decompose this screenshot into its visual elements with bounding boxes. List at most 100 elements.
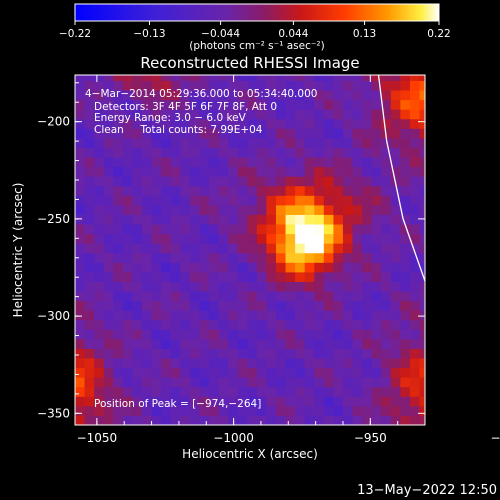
heatmap-cell bbox=[75, 396, 86, 407]
heatmap-cell bbox=[342, 166, 354, 177]
heatmap-cell bbox=[189, 195, 200, 206]
heatmap-cell bbox=[189, 166, 200, 177]
heatmap-cell bbox=[314, 147, 325, 158]
heatmap-cell bbox=[170, 271, 181, 282]
heatmap-cell bbox=[228, 262, 239, 273]
heatmap-cell bbox=[141, 128, 153, 139]
heatmap-cell bbox=[295, 147, 306, 158]
heatmap-cell bbox=[151, 319, 162, 330]
heatmap-cell bbox=[352, 377, 363, 388]
heatmap-cell bbox=[390, 224, 401, 235]
heatmap-cell bbox=[141, 377, 153, 388]
heatmap-cell bbox=[400, 271, 411, 282]
heatmap-cell bbox=[304, 367, 315, 378]
heatmap-cell bbox=[247, 176, 258, 187]
heatmap-cell bbox=[419, 147, 425, 158]
y-tick-label: −250 bbox=[37, 212, 70, 226]
heatmap-cell bbox=[103, 386, 114, 397]
heatmap-cell bbox=[84, 147, 95, 158]
heatmap-cell bbox=[141, 367, 153, 378]
x-tick-label: −1050 bbox=[77, 431, 118, 445]
heatmap-cell bbox=[371, 128, 382, 139]
heatmap-cell bbox=[390, 176, 401, 187]
heatmap-cell bbox=[285, 224, 296, 235]
heatmap-cell bbox=[218, 262, 229, 273]
heatmap-cell bbox=[199, 291, 210, 302]
heatmap-cell bbox=[103, 281, 114, 292]
heatmap-cell bbox=[237, 195, 248, 206]
heatmap-cell bbox=[342, 137, 354, 148]
heatmap-cell bbox=[342, 80, 354, 91]
heatmap-cell bbox=[113, 377, 124, 388]
heatmap-cell bbox=[266, 195, 277, 206]
heatmap-cell bbox=[304, 300, 315, 311]
heatmap-cell bbox=[161, 329, 172, 340]
heatmap-cell bbox=[400, 396, 411, 407]
heatmap-cell bbox=[189, 176, 200, 187]
heatmap-cell bbox=[84, 109, 95, 120]
heatmap-cell bbox=[381, 204, 392, 215]
heatmap-cell bbox=[228, 128, 239, 139]
heatmap-cell bbox=[285, 377, 296, 388]
heatmap-cell bbox=[256, 262, 267, 273]
heatmap-cell bbox=[304, 358, 315, 369]
heatmap-cell bbox=[84, 224, 95, 235]
heatmap-cell bbox=[362, 176, 373, 187]
heatmap-cell bbox=[228, 204, 239, 215]
heatmap-cell bbox=[352, 358, 363, 369]
heatmap-cell bbox=[409, 348, 421, 359]
heatmap-cell bbox=[371, 358, 382, 369]
heatmap-cell bbox=[371, 195, 382, 206]
heatmap-cell bbox=[141, 233, 153, 244]
heatmap-cell bbox=[390, 75, 401, 81]
heatmap-cell bbox=[371, 348, 382, 359]
heatmap-cell bbox=[256, 358, 267, 369]
heatmap-cell bbox=[113, 310, 124, 321]
heatmap-cell bbox=[266, 224, 277, 235]
heatmap-cell bbox=[352, 415, 363, 425]
heatmap-cell bbox=[333, 80, 344, 91]
heatmap-cell bbox=[84, 185, 95, 196]
heatmap-cell bbox=[84, 386, 95, 397]
heatmap-cell bbox=[314, 367, 325, 378]
heatmap-cell bbox=[371, 137, 382, 148]
heatmap-cell bbox=[208, 99, 220, 110]
heatmap-cell bbox=[199, 137, 210, 148]
heatmap-cell bbox=[237, 262, 248, 273]
heatmap-cell bbox=[189, 90, 200, 101]
heatmap-cell bbox=[362, 90, 373, 101]
heatmap-cell bbox=[266, 300, 277, 311]
heatmap-cell bbox=[237, 319, 248, 330]
heatmap-cell bbox=[75, 224, 86, 235]
heatmap-cell bbox=[189, 204, 200, 215]
heatmap-cell bbox=[84, 118, 95, 129]
heatmap-cell bbox=[228, 109, 239, 120]
heatmap-cell bbox=[237, 176, 248, 187]
heatmap-cell bbox=[161, 319, 172, 330]
heatmap-cell bbox=[180, 262, 191, 273]
heatmap-cell bbox=[342, 262, 354, 273]
heatmap-cell bbox=[352, 291, 363, 302]
heatmap-cell bbox=[342, 358, 354, 369]
heatmap-cell bbox=[381, 252, 392, 263]
heatmap-cell bbox=[285, 118, 296, 129]
heatmap-cell bbox=[141, 109, 153, 120]
heatmap-cell bbox=[75, 204, 86, 215]
heatmap-cell bbox=[170, 99, 181, 110]
heatmap-cell bbox=[371, 243, 382, 254]
heatmap-cell bbox=[295, 281, 306, 292]
heatmap-cell bbox=[141, 176, 153, 187]
heatmap-cell bbox=[132, 128, 143, 139]
heatmap-cell bbox=[314, 185, 325, 196]
heatmap-cell bbox=[180, 109, 191, 120]
heatmap-cell bbox=[199, 224, 210, 235]
heatmap-cell bbox=[381, 109, 392, 120]
heatmap-cell bbox=[180, 118, 191, 129]
heatmap-cell bbox=[266, 99, 277, 110]
heatmap-cell bbox=[218, 99, 229, 110]
heatmap-cell bbox=[237, 281, 248, 292]
heatmap-cell bbox=[132, 405, 143, 416]
heatmap-cell bbox=[323, 243, 334, 254]
heatmap-cell bbox=[189, 233, 200, 244]
heatmap-cell bbox=[285, 137, 296, 148]
